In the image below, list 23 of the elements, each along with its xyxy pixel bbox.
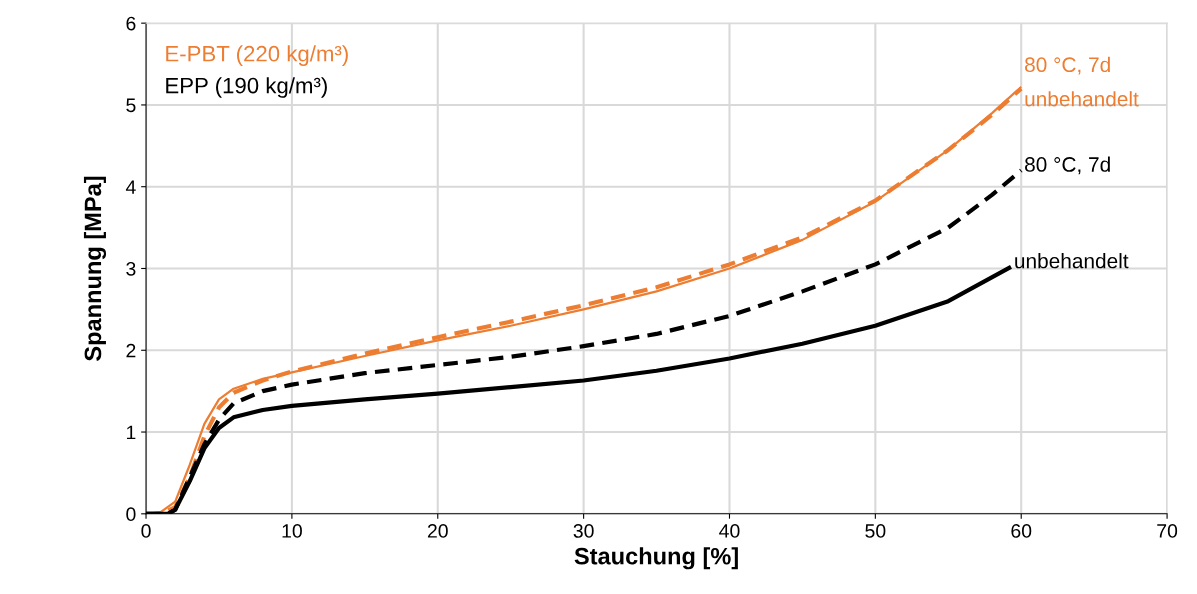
series-label: unbehandelt xyxy=(1025,91,1139,107)
y-tick-label: 4 xyxy=(125,180,136,194)
annotation: E-PBT (220 kg/m³) xyxy=(166,45,348,66)
x-tick-label: 0 xyxy=(141,524,151,538)
x-tick-label: 60 xyxy=(1011,524,1032,538)
x-tick-label: 50 xyxy=(865,524,886,538)
series-label: 80 °C, 7d xyxy=(1025,56,1110,75)
y-tick-label: 3 xyxy=(126,261,136,276)
series-label: unbehandelt xyxy=(1015,253,1129,269)
x-tick-label: 70 xyxy=(1157,524,1178,538)
y-tick-label: 1 xyxy=(126,425,136,440)
annotation: EPP (190 kg/m³) xyxy=(166,77,327,98)
x-tick-label: 10 xyxy=(282,524,302,538)
x-tick-label: 30 xyxy=(573,524,594,538)
y-tick-label: 2 xyxy=(126,343,136,358)
y-tick-label: 0 xyxy=(126,507,136,522)
y-tick-label: 6 xyxy=(126,16,136,31)
series-label: 80 °C, 7d xyxy=(1025,156,1110,175)
x-axis-title: Stauchung [%] xyxy=(574,547,738,570)
y-tick-label: 5 xyxy=(126,98,136,113)
x-tick-label: 20 xyxy=(427,524,448,538)
y-axis-title: Spannung [MPa] xyxy=(83,176,107,361)
x-tick-label: 40 xyxy=(719,524,740,538)
